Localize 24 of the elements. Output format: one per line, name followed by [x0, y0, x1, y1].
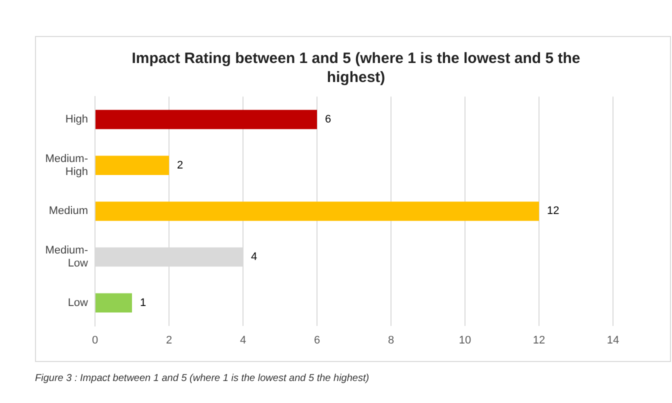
bar	[96, 156, 169, 175]
data-label: 4	[251, 251, 258, 264]
data-label: 1	[140, 296, 146, 309]
x-tick-label: 14	[606, 334, 620, 346]
y-tick-label: Low	[68, 296, 88, 309]
x-tick-label: 0	[92, 334, 98, 346]
y-tick-label: Medium	[48, 205, 88, 218]
y-tick-label: High	[65, 114, 88, 126]
y-tick-label: Medium-High	[45, 152, 88, 178]
x-tick-label: 12	[532, 334, 546, 346]
data-label: 6	[325, 114, 332, 126]
chart-title: Impact Rating between 1 and 5 (where 1 is the lowest and 5 the highest)	[130, 49, 582, 87]
y-tick-label: Medium-Low	[45, 244, 88, 270]
caption: Figure 3 : Impact between 1 and 5 (where 1 is the lowest and 5 the highest)	[35, 373, 370, 384]
x-tick-label: 8	[388, 334, 394, 346]
data-label: 12	[547, 205, 560, 218]
data-label: 2	[177, 159, 184, 172]
bar	[96, 110, 317, 130]
x-tick-label: 2	[166, 334, 172, 346]
x-tick-label: 6	[314, 334, 320, 346]
bar	[96, 202, 539, 221]
x-tick-label: 4	[240, 334, 246, 346]
bar	[96, 293, 132, 313]
x-tick-label: 10	[458, 334, 472, 346]
